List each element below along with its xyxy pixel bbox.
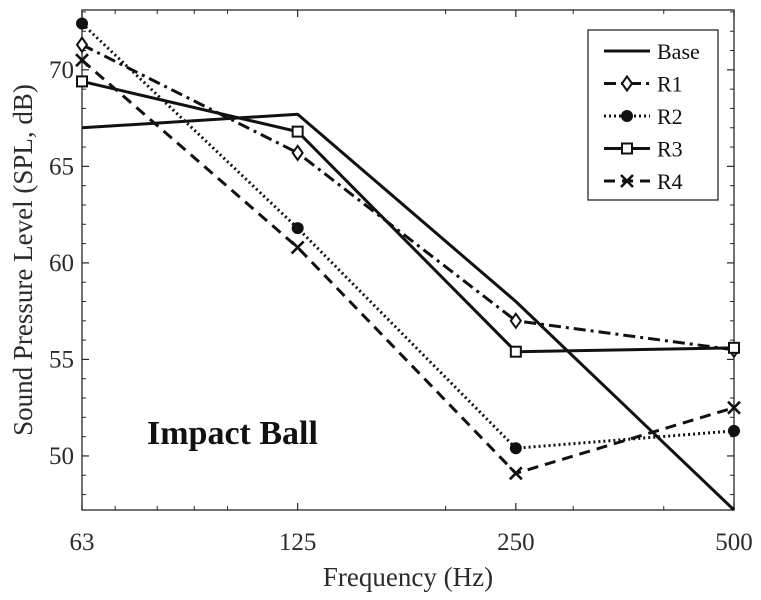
series-base xyxy=(81,112,736,512)
series-point-r3 xyxy=(509,345,522,358)
series-point-r4 xyxy=(75,53,89,68)
series-line-r4 xyxy=(81,59,735,476)
x-tick-label: 63 xyxy=(70,529,95,556)
y-tick-label: 65 xyxy=(49,153,74,180)
y-tick-label: 60 xyxy=(49,250,74,277)
series-point-r4 xyxy=(290,240,305,255)
legend-marker-r3 xyxy=(621,142,633,155)
series-point-r4 xyxy=(727,400,741,415)
y-tick-label: 70 xyxy=(49,57,74,84)
series-r4 xyxy=(75,53,741,481)
legend-label-r1: R1 xyxy=(657,72,683,97)
legend-label-r2: R2 xyxy=(657,104,683,129)
y-axis-label: Sound Pressure Level (SPL, dB) xyxy=(8,84,38,436)
legend-label-r3: R3 xyxy=(657,137,683,162)
series-layer xyxy=(75,17,741,512)
series-r2 xyxy=(76,17,740,455)
legend-items: Base R1 R2 R3 R4 xyxy=(604,39,700,194)
series-line-r3 xyxy=(81,79,735,354)
series-line-r2 xyxy=(80,22,735,450)
x-tick-label: 125 xyxy=(279,529,317,556)
series-line-base xyxy=(81,112,736,512)
series-point-r2 xyxy=(728,424,740,437)
series-point-r1 xyxy=(291,144,304,162)
annotation-text: Impact Ball xyxy=(147,415,318,452)
y-tick-label: 50 xyxy=(49,443,74,470)
y-tick-label: 55 xyxy=(49,346,74,373)
series-point-r3 xyxy=(728,341,740,354)
series-point-r1 xyxy=(75,36,89,54)
x-axis-label: Frequency (Hz) xyxy=(323,562,493,592)
series-point-r2 xyxy=(291,222,304,235)
axis-ticks: 63 125 250 500 50 55 60 65 70 xyxy=(49,10,753,556)
series-line-r1 xyxy=(81,43,735,352)
x-tick-label: 500 xyxy=(715,529,753,556)
series-point-r1 xyxy=(509,312,523,330)
plot-area-frame xyxy=(81,9,735,511)
legend-marker-r4 xyxy=(620,174,634,188)
series-point-r2 xyxy=(76,17,88,30)
x-tick-label: 250 xyxy=(497,529,535,556)
series-point-r2 xyxy=(509,442,522,455)
legend-label-base: Base xyxy=(657,39,700,64)
legend-marker-r2 xyxy=(621,110,633,122)
legend-marker-r1 xyxy=(620,74,634,93)
legend: Base R1 R2 R3 R4 xyxy=(587,29,719,201)
series-point-r3 xyxy=(291,125,304,138)
series-r3 xyxy=(76,75,740,358)
legend-label-r4: R4 xyxy=(657,169,683,194)
series-point-r3 xyxy=(76,75,88,88)
series-point-r4 xyxy=(508,466,523,481)
